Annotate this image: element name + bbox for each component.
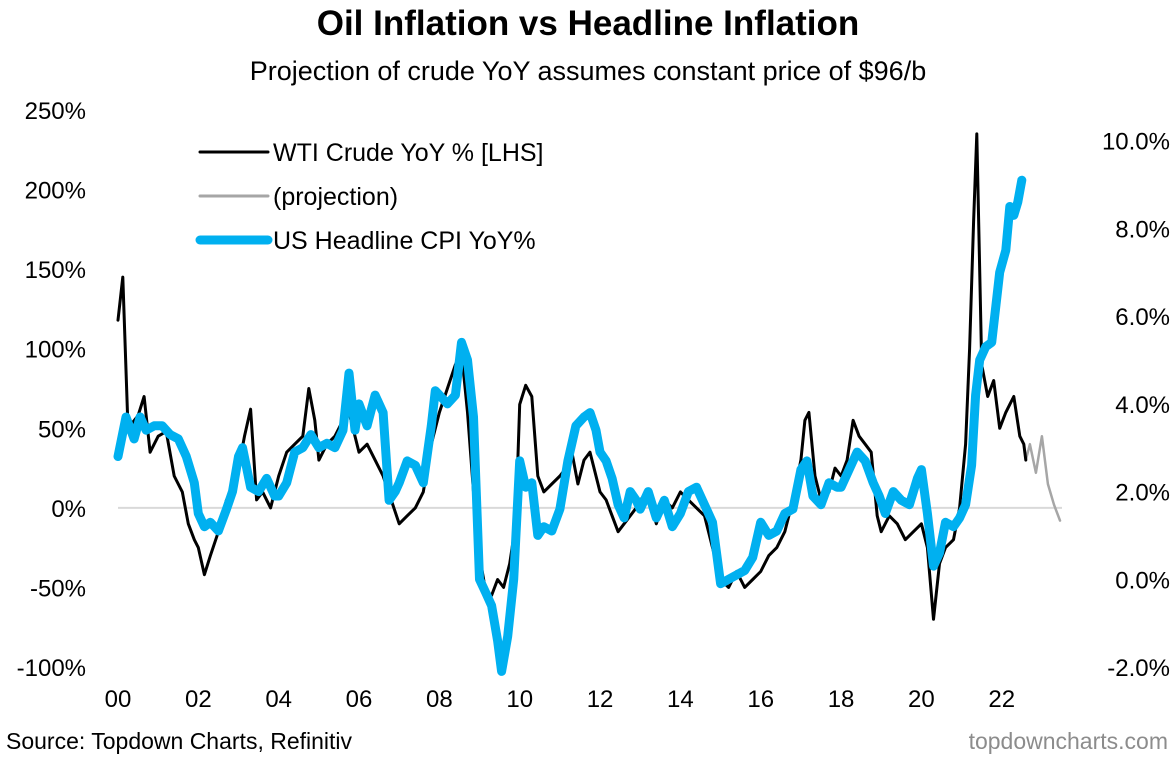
legend-label-0: WTI Crude YoY % [LHS]: [273, 139, 544, 167]
right-tick-label: 0.0%: [1115, 567, 1170, 594]
right-tick-label: 2.0%: [1115, 480, 1170, 507]
x-tick-label: 12: [587, 686, 614, 713]
watermark: topdowncharts.com: [968, 728, 1168, 754]
right-tick-label: 6.0%: [1115, 304, 1170, 331]
legend-label-2: US Headline CPI YoY%: [273, 227, 536, 255]
x-tick-label: 16: [747, 686, 774, 713]
left-tick-label: 200%: [25, 178, 86, 205]
right-tick-label: -2.0%: [1107, 655, 1170, 682]
left-tick-label: -50%: [30, 575, 86, 602]
series-line-0: [116, 132, 1028, 621]
series-line-1: [1024, 434, 1062, 522]
series-line-2: [113, 175, 1027, 676]
x-tick-label: 02: [185, 686, 212, 713]
chart-subtitle: Projection of crude YoY assumes constant…: [249, 56, 927, 86]
left-tick-label: 50%: [38, 416, 86, 443]
x-tick-label: 20: [908, 686, 935, 713]
x-tick-label: 18: [828, 686, 855, 713]
right-tick-label: 8.0%: [1115, 216, 1170, 243]
left-tick-label: 100%: [25, 337, 86, 364]
x-tick-label: 06: [346, 686, 373, 713]
x-tick-label: 10: [506, 686, 533, 713]
legend-label-1: (projection): [273, 183, 398, 211]
x-tick-label: 14: [667, 686, 694, 713]
left-tick-label: 150%: [25, 257, 86, 284]
left-tick-label: 0%: [51, 496, 86, 523]
right-tick-label: 4.0%: [1115, 392, 1170, 419]
x-tick-label: 04: [265, 686, 292, 713]
x-tick-label: 22: [988, 686, 1015, 713]
right-tick-label: 10.0%: [1102, 129, 1170, 156]
x-tick-label: 00: [105, 686, 132, 713]
left-tick-label: -100%: [17, 655, 86, 682]
source-note: Source: Topdown Charts, Refinitiv: [6, 728, 353, 754]
x-tick-label: 08: [426, 686, 453, 713]
left-tick-label: 250%: [25, 98, 86, 125]
chart-title: Oil Inflation vs Headline Inflation: [316, 4, 860, 43]
